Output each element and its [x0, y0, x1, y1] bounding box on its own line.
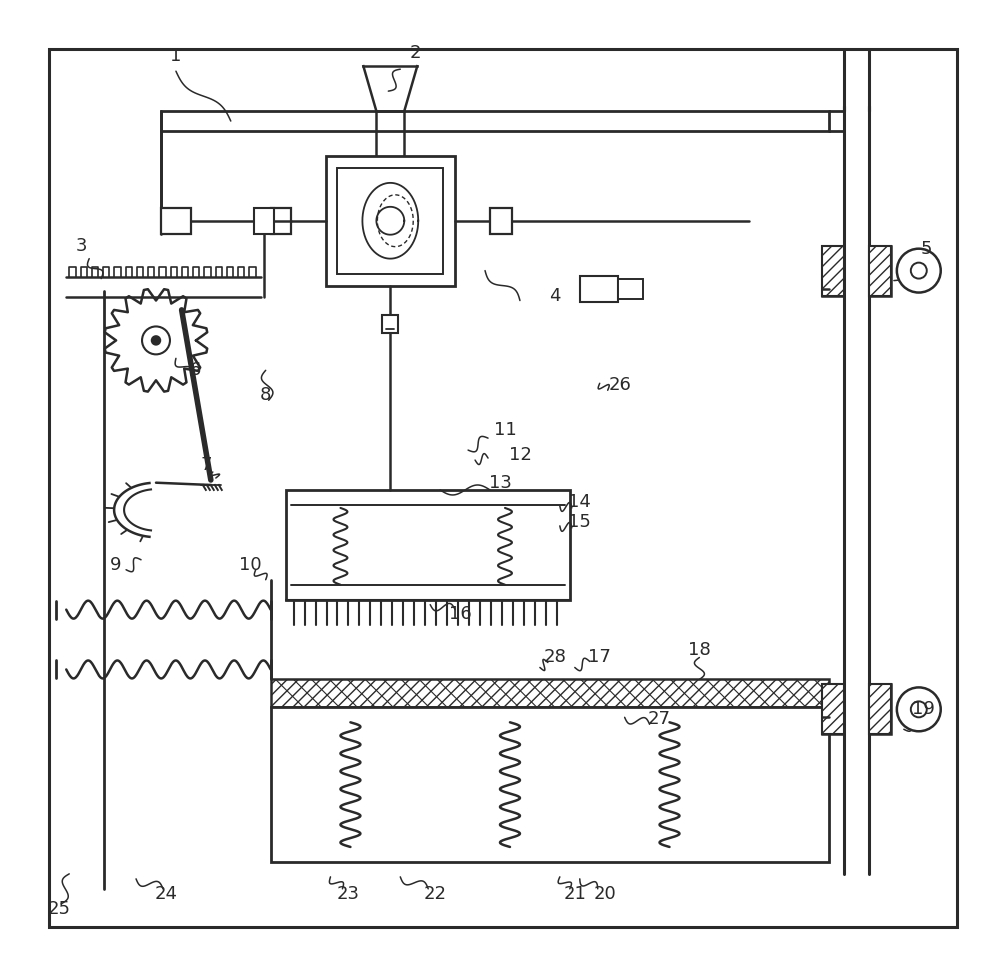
Bar [869, 246, 891, 296]
Bar [618, 279, 643, 299]
Text: 9: 9 [110, 556, 122, 574]
Text: 6: 6 [190, 362, 202, 379]
Text: 4: 4 [549, 286, 561, 305]
Text: 27: 27 [648, 710, 671, 729]
Bar [869, 684, 891, 735]
Text: 23: 23 [337, 885, 360, 903]
Bar [161, 111, 829, 131]
Bar [822, 246, 844, 296]
Bar [822, 246, 844, 296]
Bar [271, 680, 829, 708]
Text: 11: 11 [494, 421, 516, 440]
Bar [326, 156, 455, 285]
Circle shape [142, 327, 170, 355]
Bar [254, 208, 274, 233]
Text: 24: 24 [154, 885, 177, 903]
Text: 17: 17 [588, 649, 611, 666]
Circle shape [911, 702, 927, 717]
Text: 10: 10 [239, 556, 262, 574]
Text: 26: 26 [608, 376, 631, 394]
Text: 7: 7 [200, 456, 212, 474]
Text: 22: 22 [424, 885, 447, 903]
Bar [271, 708, 829, 862]
Text: 13: 13 [489, 474, 511, 492]
Text: 19: 19 [912, 700, 935, 718]
Circle shape [897, 687, 941, 732]
Bar [382, 315, 398, 334]
Text: 8: 8 [260, 387, 271, 404]
Text: 1: 1 [170, 47, 182, 66]
Bar [490, 208, 512, 233]
Bar [869, 246, 891, 296]
Bar [869, 684, 891, 735]
Bar [286, 490, 570, 600]
Text: 14: 14 [568, 493, 591, 511]
Text: 21: 21 [563, 885, 586, 903]
Circle shape [152, 336, 160, 344]
Bar [271, 208, 291, 233]
Text: 12: 12 [509, 446, 531, 464]
Text: 20: 20 [593, 885, 616, 903]
Bar [337, 168, 443, 274]
Bar [161, 208, 191, 233]
Text: 28: 28 [543, 649, 566, 666]
Text: 16: 16 [449, 604, 471, 623]
Text: 3: 3 [75, 237, 87, 254]
Text: 15: 15 [568, 513, 591, 531]
Bar [822, 684, 844, 735]
Bar [580, 276, 618, 302]
Bar [822, 684, 844, 735]
Text: 5: 5 [921, 240, 933, 257]
Text: 18: 18 [688, 640, 711, 658]
Circle shape [911, 262, 927, 279]
Text: 2: 2 [409, 44, 421, 63]
Text: 25: 25 [48, 899, 71, 918]
Circle shape [897, 249, 941, 292]
